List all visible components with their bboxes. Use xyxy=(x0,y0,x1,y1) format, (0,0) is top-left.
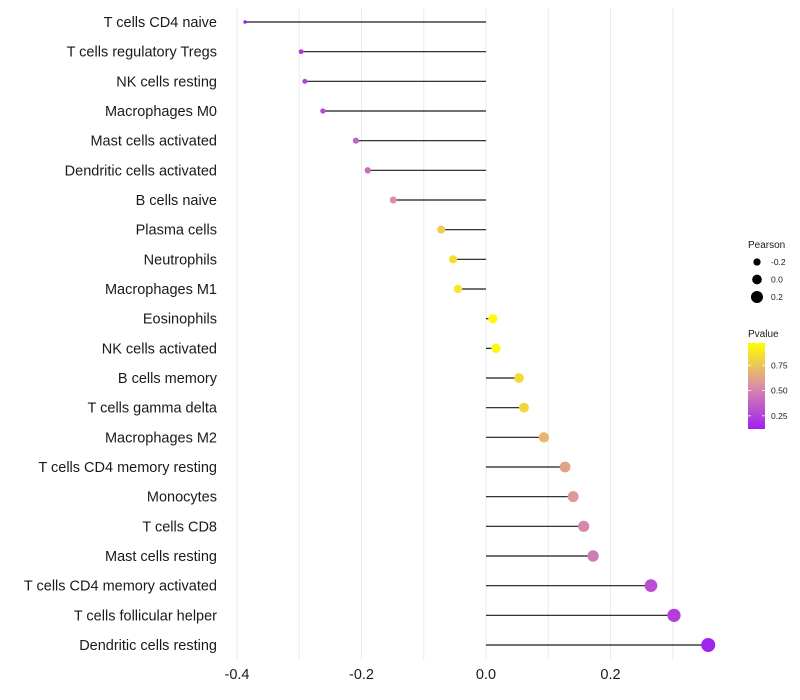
lollipop-point xyxy=(514,373,524,383)
y-axis-label: T cells gamma delta xyxy=(88,401,218,417)
y-axis-label: T cells follicular helper xyxy=(74,608,217,624)
y-axis-label: NK cells activated xyxy=(102,341,217,357)
y-axis-labels: T cells CD4 naive T cells regulatory Treg… xyxy=(24,15,218,654)
lollipop-point xyxy=(320,108,326,114)
y-axis-label: B cells memory xyxy=(118,371,218,387)
size-legend-label: 0.2 xyxy=(771,292,783,302)
segments xyxy=(245,21,709,646)
y-axis-label: Plasma cells xyxy=(136,223,217,239)
y-axis-label: Macrophages M2 xyxy=(105,430,217,446)
y-axis-label: Macrophages M0 xyxy=(105,104,217,120)
y-axis-label: T cells CD4 memory resting xyxy=(38,460,217,476)
lollipop-point xyxy=(243,20,247,24)
size-legend-label: 0.0 xyxy=(771,275,783,285)
points xyxy=(243,20,716,652)
lollipop-point xyxy=(559,461,571,473)
x-tick-label: -0.2 xyxy=(349,667,374,683)
y-axis-label: Monocytes xyxy=(147,490,217,506)
lollipop-point xyxy=(364,167,371,174)
size-legend-key xyxy=(750,290,764,304)
y-axis-label: T cells CD4 memory activated xyxy=(24,579,217,595)
y-axis-label: T cells regulatory Tregs xyxy=(67,45,217,61)
lollipop-point xyxy=(453,284,463,294)
color-legend-label: 0.75 xyxy=(771,360,788,370)
y-axis-label: Mast cells resting xyxy=(105,549,217,565)
y-axis-label: T cells CD4 naive xyxy=(104,15,217,31)
lollipop-point xyxy=(667,608,681,622)
color-bar xyxy=(748,343,765,429)
y-axis-label: B cells naive xyxy=(136,193,217,209)
lollipop-point xyxy=(644,579,658,593)
y-axis-label: Dendritic cells activated xyxy=(65,163,217,179)
x-axis-ticks: -0.4 -0.2 0.0 0.2 xyxy=(225,667,621,683)
x-tick-label: 0.2 xyxy=(600,667,620,683)
grid-lines xyxy=(236,8,674,660)
x-tick-label: -0.4 xyxy=(225,667,250,683)
lollipop-point xyxy=(538,432,550,443)
x-tick-label: 0.0 xyxy=(476,667,496,683)
size-legend-key xyxy=(753,258,761,266)
lollipop-point xyxy=(298,49,304,55)
lollipop-point xyxy=(491,343,501,353)
size-legend-label: -0.2 xyxy=(771,257,786,267)
lollipop-point xyxy=(448,255,458,264)
lollipop-point xyxy=(488,314,498,324)
size-legend-title: Pearson xyxy=(748,240,785,251)
color-legend-title: Pvalue xyxy=(748,329,779,340)
y-axis-label: Neutrophils xyxy=(144,252,217,268)
legend: Pearson -0.2 0.0 0.2 Pvalue 0.25 0.50 0.75 xyxy=(748,240,788,429)
lollipop-point xyxy=(389,196,397,204)
y-axis-label: NK cells resting xyxy=(116,74,217,90)
lollipop-point xyxy=(352,137,359,144)
lollipop-point xyxy=(587,550,599,562)
lollipop-point xyxy=(567,491,579,503)
color-legend-label: 0.50 xyxy=(771,386,788,396)
size-legend: -0.2 0.0 0.2 xyxy=(750,257,786,304)
y-axis-label: Eosinophils xyxy=(143,312,217,328)
y-axis-label: Mast cells activated xyxy=(90,134,217,150)
lollipop-point xyxy=(578,520,590,532)
color-legend-label: 0.25 xyxy=(771,411,788,421)
lollipop-point xyxy=(519,402,529,413)
color-legend-ticks: 0.25 0.50 0.75 xyxy=(748,360,788,421)
y-axis-label: Macrophages M1 xyxy=(105,282,217,298)
y-axis-label: T cells CD8 xyxy=(142,519,217,535)
size-legend-key xyxy=(752,274,762,285)
y-axis-label: Dendritic cells resting xyxy=(79,638,217,654)
lollipop-point xyxy=(437,225,446,234)
lollipop-point xyxy=(701,638,716,652)
lollipop-point xyxy=(302,78,308,84)
